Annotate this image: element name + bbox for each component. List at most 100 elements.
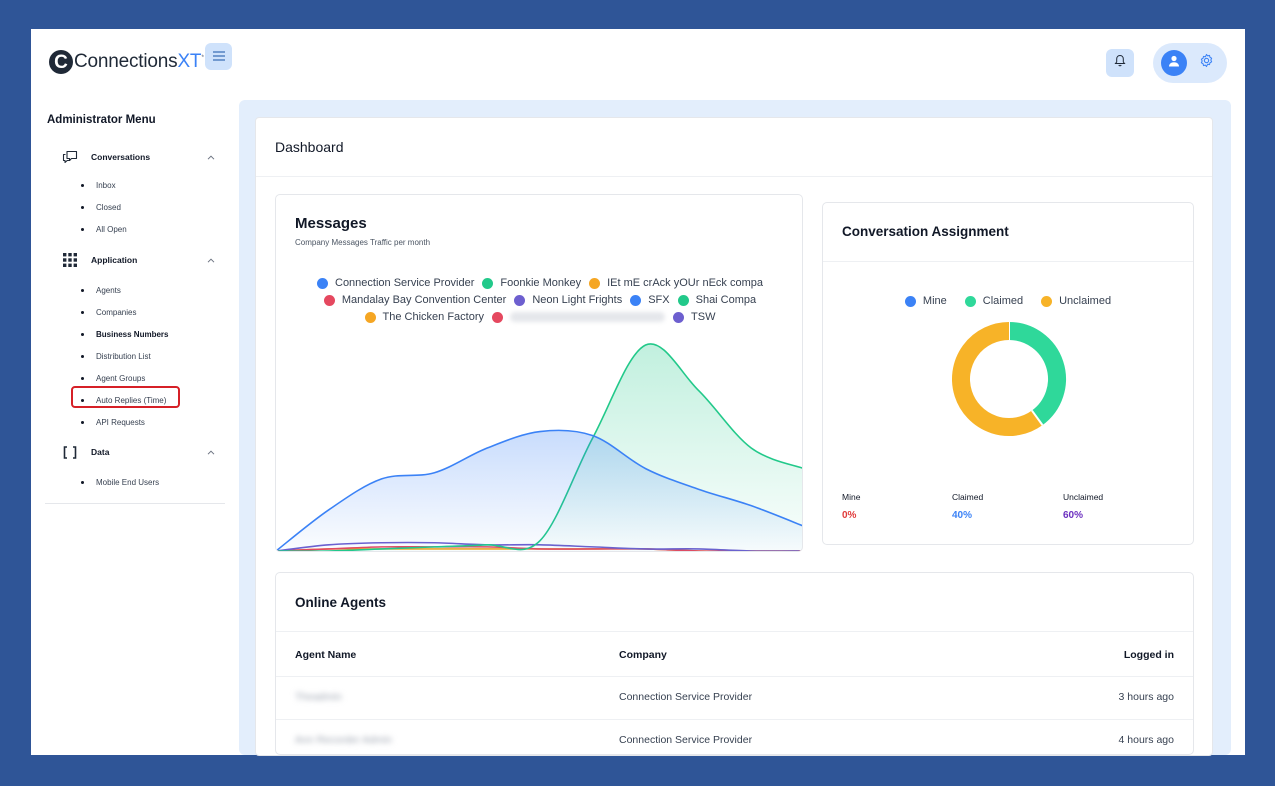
highlight-annotation	[71, 386, 180, 408]
chart-subtitle: Company Messages Traffic per month	[295, 238, 431, 247]
bullet	[81, 398, 84, 402]
page-title: Dashboard	[275, 139, 344, 155]
legend-item[interactable]: SFX	[630, 294, 670, 306]
sidebar-item-label: Mobile End Users	[96, 477, 160, 487]
legend-label: Mine	[922, 295, 947, 307]
legend-label: Neon Light Frights	[532, 294, 623, 306]
legend-item[interactable]: Mandalay Bay Convention Center	[323, 294, 507, 306]
avatar[interactable]	[1161, 50, 1187, 76]
gear-icon	[1199, 53, 1214, 73]
sidebar-item-agent-groups[interactable]: Agent Groups	[81, 371, 145, 385]
logo-text: ConnectionsXT*	[74, 51, 204, 73]
legend-item[interactable]: Neon Light Frights	[514, 294, 622, 306]
sidebar-item-label: Inbox	[96, 180, 116, 190]
column-header-agent-name[interactable]: Agent Name	[295, 649, 357, 661]
logo-suffix: XT	[177, 51, 202, 72]
user-icon	[1167, 54, 1181, 73]
sidebar-item-closed[interactable]: Closed	[81, 200, 121, 214]
settings-button[interactable]	[1197, 53, 1215, 73]
legend-item[interactable]: Unclaimed	[1041, 295, 1111, 307]
legend-label: Shai Compa	[695, 294, 757, 306]
agent-logged-in: 4 hours ago	[1118, 734, 1174, 746]
redacted-legend-label	[510, 312, 666, 322]
legend-item[interactable]: Foonkie Monkey	[482, 277, 581, 289]
donut-legend: Mine Claimed Unclaimed	[823, 295, 1193, 307]
legend-item[interactable]: Mine	[904, 295, 947, 307]
legend-item[interactable]: Shai Compa	[677, 294, 757, 306]
sidebar-item-label: All Open	[96, 224, 127, 234]
legend-swatch	[482, 277, 494, 289]
logo[interactable]: C ConnectionsXT*	[49, 47, 204, 77]
column-header-company[interactable]: Company	[619, 649, 667, 661]
legend-item[interactable]	[492, 311, 666, 323]
chart-legend-row-1: Connection Service Provider Foonkie Monk…	[276, 276, 802, 290]
stat-value-unclaimed: 60%	[1063, 510, 1084, 521]
sidebar: Administrator Menu Conversations Inbox C…	[31, 93, 231, 755]
chevron-up-icon[interactable]	[206, 447, 216, 457]
sidebar-item-inbox[interactable]: Inbox	[81, 178, 116, 192]
donut-slice[interactable]	[952, 322, 1043, 436]
sidebar-group-conversations[interactable]: Conversations	[61, 147, 216, 167]
legend-item[interactable]: TSW	[673, 311, 715, 323]
sidebar-item-distribution-list[interactable]: Distribution List	[81, 349, 151, 363]
sidebar-group-label: Conversations	[91, 152, 151, 162]
sidebar-group-label: Application	[91, 255, 138, 265]
sidebar-item-all-open[interactable]: All Open	[81, 222, 127, 236]
sidebar-item-agents[interactable]: Agents	[81, 283, 121, 297]
chart-legend-row-2: Mandalay Bay Convention Center Neon Ligh…	[276, 293, 802, 307]
legend-label: Connection Service Provider	[335, 277, 475, 289]
legend-label: TSW	[691, 311, 716, 323]
series-line[interactable]	[276, 429, 803, 551]
legend-item[interactable]: The Chicken Factory	[364, 311, 485, 323]
sidebar-item-business-numbers[interactable]: Business Numbers	[81, 327, 168, 341]
stat-label-claimed: Claimed	[952, 492, 984, 502]
slice-separator	[1031, 409, 1044, 426]
legend-swatch	[1041, 295, 1053, 307]
top-header: C ConnectionsXT*	[31, 29, 1245, 93]
user-menu[interactable]	[1153, 43, 1227, 83]
chevron-up-icon[interactable]	[206, 152, 216, 162]
sidebar-item-label: Business Numbers	[96, 329, 169, 339]
legend-swatch	[964, 295, 976, 307]
sidebar-item-companies[interactable]: Companies	[81, 305, 136, 319]
conversation-assignment-card: Conversation Assignment Mine Claimed Unc…	[822, 202, 1194, 545]
bullet	[81, 354, 84, 358]
online-agents-card: Online Agents Agent Name Company Logged …	[275, 572, 1194, 755]
legend-label: The Chicken Factory	[382, 311, 485, 323]
stat-value-mine: 0%	[842, 510, 857, 521]
chat-icon	[61, 148, 79, 166]
sidebar-item-label: Distribution List	[96, 351, 151, 361]
legend-item[interactable]: Claimed	[964, 295, 1023, 307]
bullet	[81, 183, 84, 187]
chevron-up-icon[interactable]	[206, 255, 216, 265]
legend-label: Foonkie Monkey	[500, 277, 582, 289]
sidebar-item-api-requests[interactable]: API Requests	[81, 415, 145, 429]
sidebar-divider	[45, 503, 225, 504]
sidebar-group-data[interactable]: Data	[61, 442, 216, 462]
bullet	[81, 332, 84, 336]
sidebar-item-mobile-end-users[interactable]: Mobile End Users	[81, 475, 159, 489]
donut-slice[interactable]	[1008, 322, 1066, 426]
legend-swatch	[364, 311, 376, 323]
stat-label-mine: Mine	[842, 492, 861, 502]
legend-swatch	[677, 294, 689, 306]
chart-legend-row-3: The Chicken Factory TSW	[276, 310, 802, 324]
chart-title: Messages	[295, 215, 367, 232]
sidebar-group-application[interactable]: Application	[61, 250, 216, 270]
sidebar-toggle-button[interactable]	[205, 43, 232, 70]
legend-item[interactable]: Connection Service Provider	[317, 277, 474, 289]
legend-label: Mandalay Bay Convention Center	[341, 294, 507, 306]
legend-swatch	[904, 295, 916, 307]
legend-swatch	[323, 294, 335, 306]
column-header-logged-in[interactable]: Logged in	[1123, 649, 1174, 661]
sidebar-item-label: API Requests	[96, 417, 145, 427]
notifications-button[interactable]	[1106, 49, 1134, 77]
legend-swatch	[514, 294, 526, 306]
agent-logged-in: 3 hours ago	[1118, 691, 1174, 703]
bullet	[81, 288, 84, 292]
sidebar-item-label: Agent Groups	[96, 373, 146, 383]
legend-item[interactable]: IEt mE crAck yOUr nEck compa	[589, 277, 763, 289]
sidebar-item-label: Companies	[96, 307, 137, 317]
sidebar-item-label: Closed	[96, 202, 121, 212]
sidebar-item-auto-replies[interactable]: Auto Replies (Time)	[81, 393, 166, 407]
